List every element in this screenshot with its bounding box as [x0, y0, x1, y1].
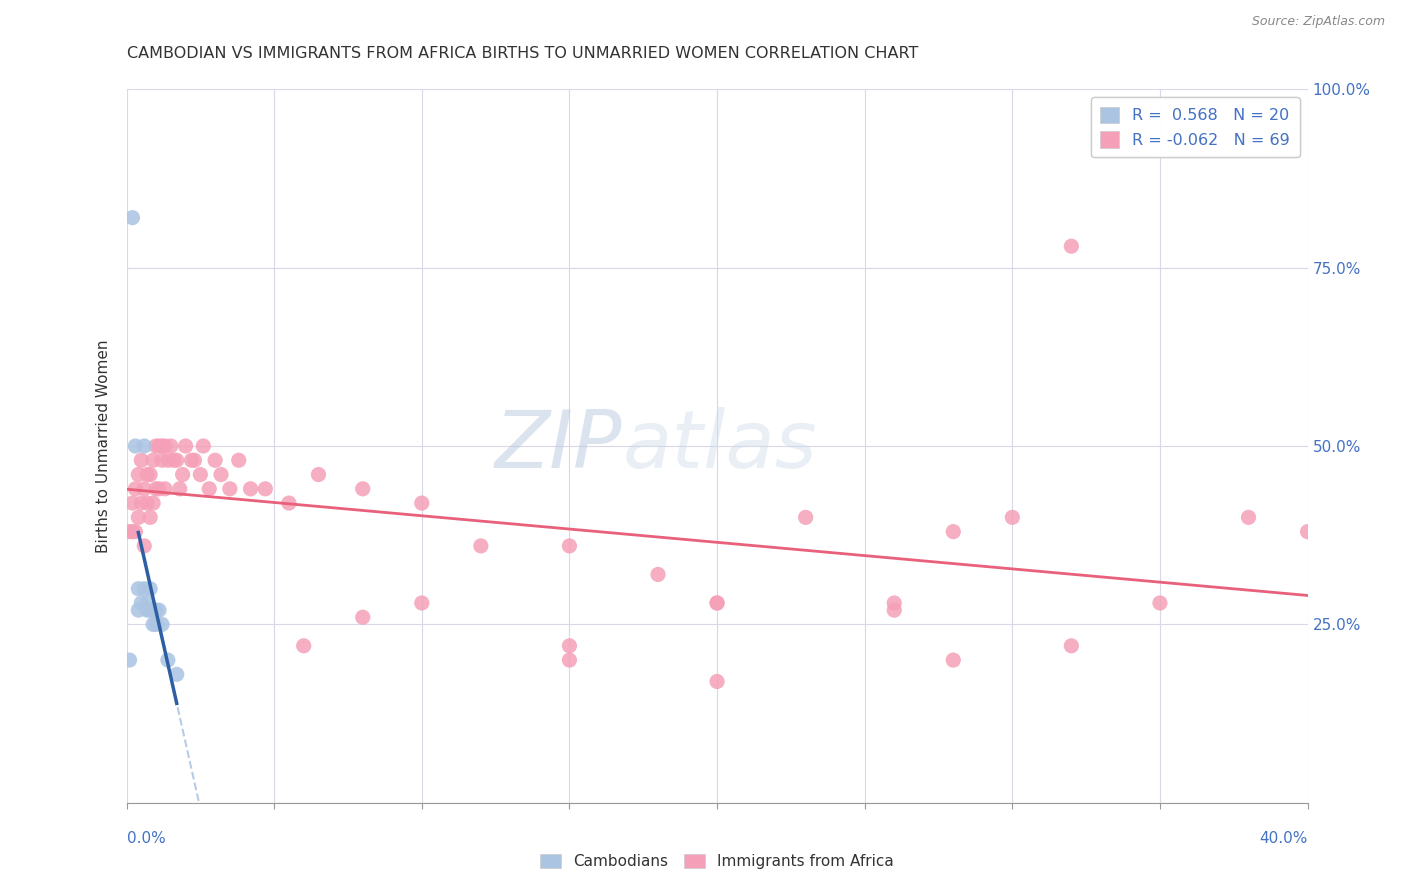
Point [188, 467, 211, 482]
Text: 40.0%: 40.0% [1260, 831, 1308, 846]
Point [942, 524, 965, 539]
Point [148, 603, 170, 617]
Point [127, 582, 149, 596]
Point [198, 482, 221, 496]
Point [145, 603, 167, 617]
Point [148, 439, 170, 453]
Point [169, 482, 191, 496]
Point [134, 482, 156, 496]
Point [794, 510, 817, 524]
Text: atlas: atlas [623, 407, 817, 485]
Point [134, 439, 156, 453]
Point [136, 603, 159, 617]
Point [142, 453, 165, 467]
Point [127, 603, 149, 617]
Text: CAMBODIAN VS IMMIGRANTS FROM AFRICA BIRTHS TO UNMARRIED WOMEN CORRELATION CHART: CAMBODIAN VS IMMIGRANTS FROM AFRICA BIRT… [127, 46, 918, 61]
Point [159, 439, 183, 453]
Point [558, 539, 581, 553]
Point [145, 439, 167, 453]
Point [219, 482, 242, 496]
Point [121, 524, 143, 539]
Point [174, 439, 197, 453]
Point [1060, 639, 1083, 653]
Point [411, 496, 433, 510]
Point [180, 453, 202, 467]
Point [183, 453, 205, 467]
Point [150, 439, 173, 453]
Point [470, 539, 492, 553]
Point [139, 467, 162, 482]
Point [145, 482, 167, 496]
Point [139, 510, 162, 524]
Legend: R =  0.568   N = 20, R = -0.062   N = 69: R = 0.568 N = 20, R = -0.062 N = 69 [1091, 97, 1299, 158]
Point [150, 453, 173, 467]
Point [558, 653, 581, 667]
Point [411, 596, 433, 610]
Point [1060, 239, 1083, 253]
Point [139, 582, 162, 596]
Point [209, 467, 232, 482]
Point [883, 596, 905, 610]
Point [124, 524, 146, 539]
Point [647, 567, 669, 582]
Point [118, 524, 141, 539]
Point [153, 482, 176, 496]
Point [292, 639, 315, 653]
Point [136, 596, 159, 610]
Point [558, 639, 581, 653]
Point [883, 603, 905, 617]
Point [239, 482, 262, 496]
Point [127, 510, 149, 524]
Point [228, 453, 250, 467]
Point [142, 496, 165, 510]
Point [706, 596, 728, 610]
Point [1296, 524, 1319, 539]
Point [156, 653, 179, 667]
Point [193, 439, 215, 453]
Point [1237, 510, 1260, 524]
Text: ZIP: ZIP [495, 407, 623, 485]
Point [121, 496, 143, 510]
Point [129, 496, 153, 510]
Point [352, 482, 374, 496]
Text: 0.0%: 0.0% [127, 831, 166, 846]
Legend: Cambodians, Immigrants from Africa: Cambodians, Immigrants from Africa [534, 847, 900, 875]
Point [172, 467, 194, 482]
Point [153, 439, 176, 453]
Point [139, 603, 162, 617]
Point [148, 482, 170, 496]
Point [254, 482, 277, 496]
Point [1149, 596, 1171, 610]
Point [156, 453, 179, 467]
Point [127, 467, 149, 482]
Point [129, 596, 153, 610]
Point [118, 653, 141, 667]
Point [352, 610, 374, 624]
Point [142, 617, 165, 632]
Point [706, 674, 728, 689]
Point [136, 467, 159, 482]
Point [142, 603, 165, 617]
Point [307, 467, 329, 482]
Point [942, 653, 965, 667]
Point [1001, 510, 1024, 524]
Point [134, 582, 156, 596]
Point [124, 439, 146, 453]
Point [129, 453, 153, 467]
Y-axis label: Births to Unmarried Women: Births to Unmarried Women [96, 339, 111, 553]
Point [124, 482, 146, 496]
Text: Source: ZipAtlas.com: Source: ZipAtlas.com [1251, 15, 1385, 28]
Point [121, 211, 143, 225]
Point [166, 667, 188, 681]
Point [163, 453, 186, 467]
Point [278, 496, 301, 510]
Point [134, 539, 156, 553]
Point [136, 496, 159, 510]
Point [145, 617, 167, 632]
Point [166, 453, 188, 467]
Point [706, 596, 728, 610]
Point [150, 617, 173, 632]
Point [204, 453, 226, 467]
